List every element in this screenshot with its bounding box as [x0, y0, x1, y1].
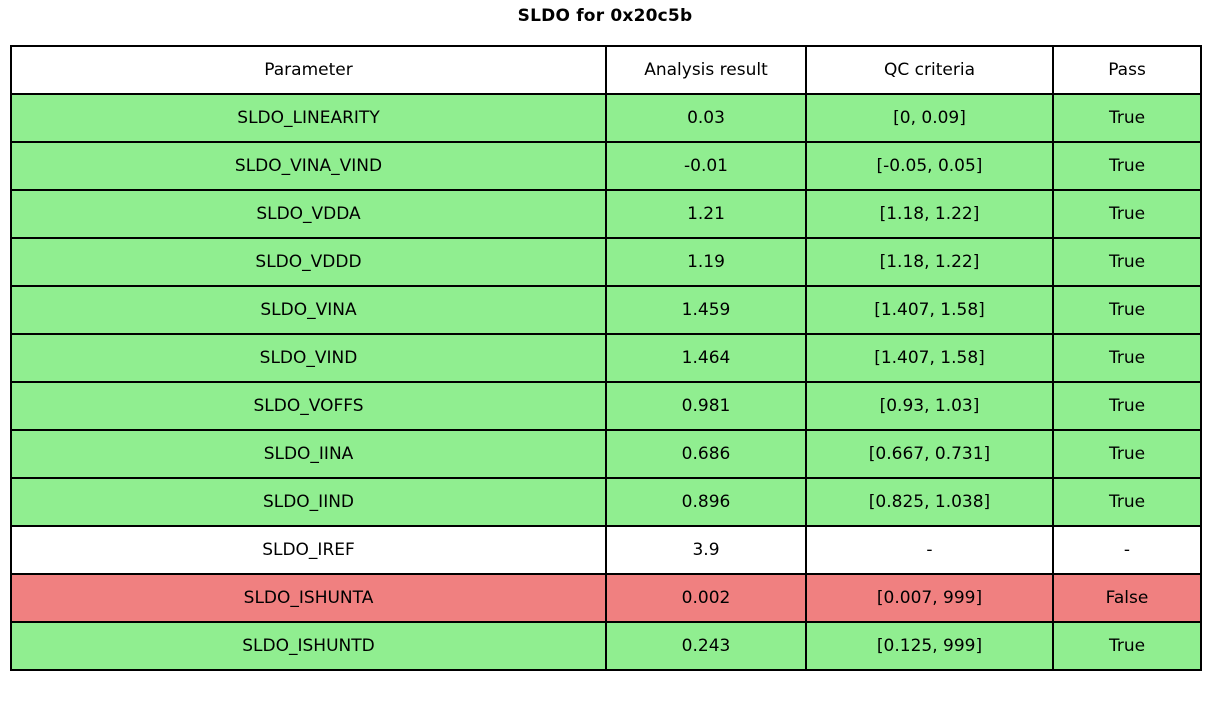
pass-cell: True: [1052, 333, 1202, 383]
table-body: SLDO_LINEARITY 0.03 [0, 0.09] True SLDO_VINA…: [10, 93, 1202, 671]
analysis-result-cell: 1.19: [605, 237, 807, 287]
qc-criteria-cell: [0.125, 999]: [805, 621, 1054, 671]
pass-cell: True: [1052, 381, 1202, 431]
pass-cell: False: [1052, 573, 1202, 623]
parameter-cell: SLDO_ISHUNTD: [10, 621, 607, 671]
table-row: SLDO_VINA 1.459 [1.407, 1.58] True: [10, 285, 1202, 335]
table-row: SLDO_VOFFS 0.981 [0.93, 1.03] True: [10, 381, 1202, 431]
parameter-cell: SLDO_IIND: [10, 477, 607, 527]
table-row: SLDO_ISHUNTA 0.002 [0.007, 999] False: [10, 573, 1202, 623]
qc-criteria-cell: [0.825, 1.038]: [805, 477, 1054, 527]
parameter-cell: SLDO_VINA_VIND: [10, 141, 607, 191]
table-row: SLDO_VINA_VIND -0.01 [-0.05, 0.05] True: [10, 141, 1202, 191]
parameter-cell: SLDO_ISHUNTA: [10, 573, 607, 623]
table-row: SLDO_VDDA 1.21 [1.18, 1.22] True: [10, 189, 1202, 239]
parameter-cell: SLDO_VIND: [10, 333, 607, 383]
parameter-cell: SLDO_LINEARITY: [10, 93, 607, 143]
pass-cell: True: [1052, 93, 1202, 143]
analysis-result-cell: 1.464: [605, 333, 807, 383]
column-header-qc-criteria: QC criteria: [805, 45, 1054, 95]
qc-criteria-cell: [1.407, 1.58]: [805, 285, 1054, 335]
pass-cell: True: [1052, 141, 1202, 191]
analysis-result-cell: 0.686: [605, 429, 807, 479]
qc-criteria-cell: [0, 0.09]: [805, 93, 1054, 143]
parameter-cell: SLDO_IREF: [10, 525, 607, 575]
page-title: SLDO for 0x20c5b: [517, 6, 693, 26]
pass-cell: -: [1052, 525, 1202, 575]
pass-cell: True: [1052, 621, 1202, 671]
pass-cell: True: [1052, 477, 1202, 527]
analysis-result-cell: 0.243: [605, 621, 807, 671]
analysis-result-cell: -0.01: [605, 141, 807, 191]
column-header-parameter: Parameter: [10, 45, 607, 95]
pass-cell: True: [1052, 237, 1202, 287]
qc-criteria-cell: [-0.05, 0.05]: [805, 141, 1054, 191]
table-header: Parameter Analysis result QC criteria Pa…: [10, 45, 1202, 95]
header-row: Parameter Analysis result QC criteria Pa…: [10, 45, 1202, 95]
parameter-cell: SLDO_VOFFS: [10, 381, 607, 431]
parameter-cell: SLDO_VINA: [10, 285, 607, 335]
pass-cell: True: [1052, 189, 1202, 239]
table-row: SLDO_VIND 1.464 [1.407, 1.58] True: [10, 333, 1202, 383]
analysis-result-cell: 0.981: [605, 381, 807, 431]
parameter-cell: SLDO_VDDD: [10, 237, 607, 287]
analysis-result-cell: 3.9: [605, 525, 807, 575]
analysis-result-cell: 1.21: [605, 189, 807, 239]
qc-criteria-cell: [0.93, 1.03]: [805, 381, 1054, 431]
pass-cell: True: [1052, 285, 1202, 335]
qc-criteria-cell: [1.18, 1.22]: [805, 237, 1054, 287]
column-header-pass: Pass: [1052, 45, 1202, 95]
analysis-result-cell: 0.03: [605, 93, 807, 143]
parameter-cell: SLDO_IINA: [10, 429, 607, 479]
qc-criteria-cell: -: [805, 525, 1054, 575]
column-header-analysis-result: Analysis result: [605, 45, 807, 95]
analysis-result-cell: 1.459: [605, 285, 807, 335]
analysis-result-cell: 0.896: [605, 477, 807, 527]
qc-criteria-cell: [0.007, 999]: [805, 573, 1054, 623]
table-row: SLDO_ISHUNTD 0.243 [0.125, 999] True: [10, 621, 1202, 671]
pass-cell: True: [1052, 429, 1202, 479]
table-row: SLDO_LINEARITY 0.03 [0, 0.09] True: [10, 93, 1202, 143]
table-row: SLDO_IREF 3.9- -: [10, 525, 1202, 575]
table-row: SLDO_IIND 0.896 [0.825, 1.038] True: [10, 477, 1202, 527]
qc-results-table: Parameter Analysis result QC criteria Pa…: [10, 45, 1202, 671]
parameter-cell: SLDO_VDDA: [10, 189, 607, 239]
qc-criteria-cell: [1.407, 1.58]: [805, 333, 1054, 383]
qc-criteria-cell: [0.667, 0.731]: [805, 429, 1054, 479]
table-row: SLDO_VDDD 1.19 [1.18, 1.22] True: [10, 237, 1202, 287]
table-row: SLDO_IINA 0.686 [0.667, 0.731] True: [10, 429, 1202, 479]
qc-criteria-cell: [1.18, 1.22]: [805, 189, 1054, 239]
analysis-result-cell: 0.002: [605, 573, 807, 623]
